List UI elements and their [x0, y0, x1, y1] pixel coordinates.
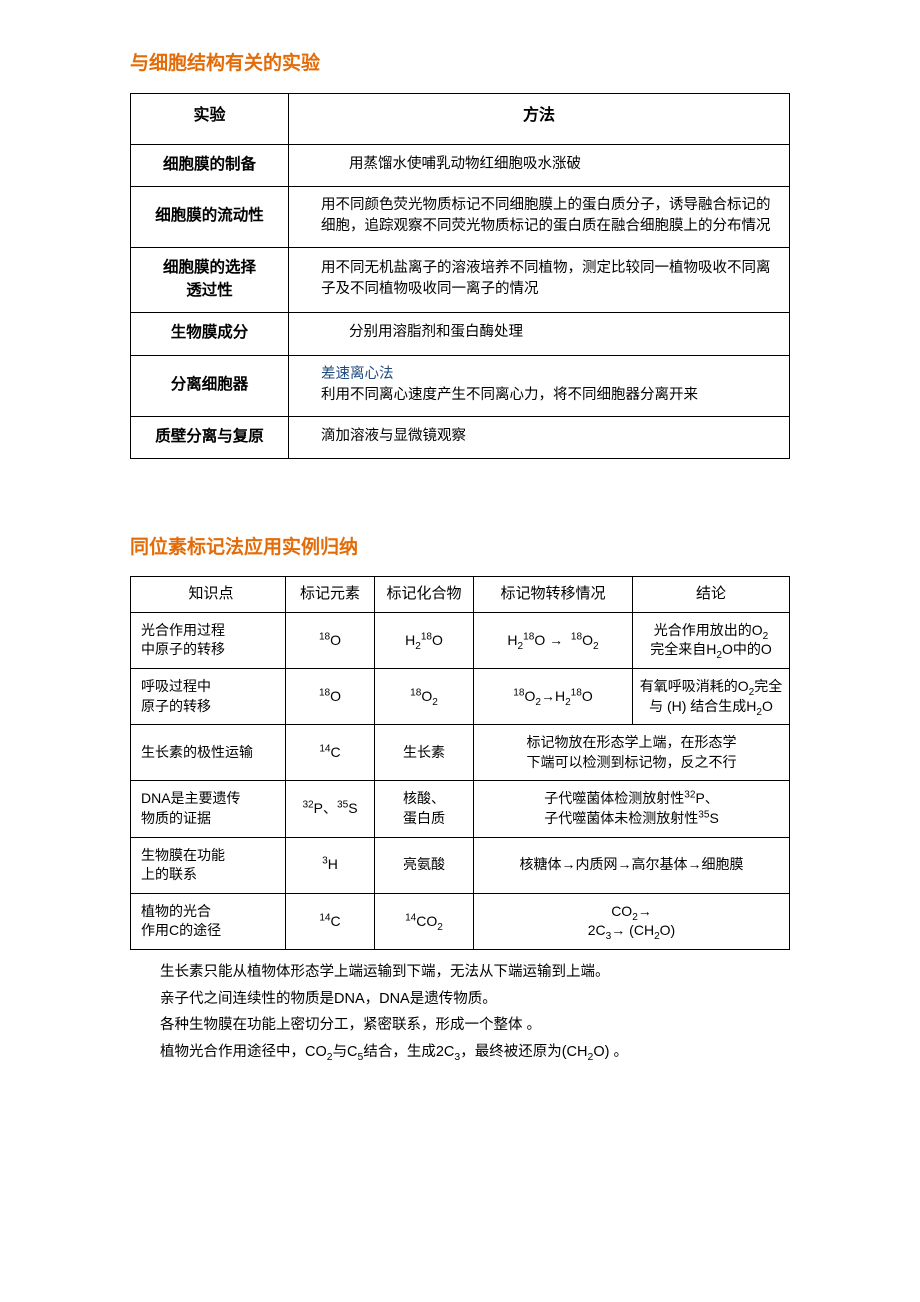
t2r6c2: 14C	[286, 893, 375, 949]
t2r5c1: 生物膜在功能上的联系	[131, 837, 286, 893]
t2r4c45: 子代噬菌体检测放射性32P、子代噬菌体未检测放射性35S	[474, 781, 790, 837]
t2r2c5: 有氧呼吸消耗的O2完全与 (H) 结合生成H2O	[633, 669, 790, 725]
exp-name-3: 细胞膜的选择透过性	[131, 247, 289, 313]
t2r1c2: 18O	[286, 612, 375, 668]
exp-method-5: 差速离心法 利用不同离心速度产生不同离心力，将不同细胞器分离开来	[289, 355, 790, 416]
table-row: 呼吸过程中原子的转移 18O 18O2 18O2→H218O 有氧呼吸消耗的O2…	[131, 669, 790, 725]
exp-method-5-body: 利用不同离心速度产生不同离心力，将不同细胞器分离开来	[321, 387, 698, 403]
t2r4c1: DNA是主要遗传物质的证据	[131, 781, 286, 837]
table-row: 光合作用过程中原子的转移 18O H218O H218O → 18O2 光合作用…	[131, 612, 790, 668]
exp-name-4: 生物膜成分	[131, 313, 289, 355]
t2r1c5: 光合作用放出的O2完全来自H2O中的O	[633, 612, 790, 668]
table-row: DNA是主要遗传物质的证据 32P、35S 核酸、蛋白质 子代噬菌体检测放射性3…	[131, 781, 790, 837]
t2r3c2: 14C	[286, 725, 375, 781]
exp-name-6: 质壁分离与复原	[131, 416, 289, 458]
section-title-2: 同位素标记法应用实例归纳	[130, 534, 790, 563]
table-row: 生长素的极性运输 14C 生长素 标记物放在形态学上端，在形态学下端可以检测到标…	[131, 725, 790, 781]
table-isotope-labeling: 知识点 标记元素 标记化合物 标记物转移情况 结论 光合作用过程中原子的转移 1…	[130, 576, 790, 950]
table-row: 细胞膜的流动性 用不同颜色荧光物质标记不同细胞膜上的蛋白质分子，诱导融合标记的细…	[131, 186, 790, 247]
table-row: 植物的光合作用C的途径 14C 14CO2 CO2→2C3→ (CH2O)	[131, 893, 790, 949]
table-header-row: 知识点 标记元素 标记化合物 标记物转移情况 结论	[131, 577, 790, 613]
t2r4c3: 核酸、蛋白质	[375, 781, 474, 837]
note-line-1: 生长素只能从植物体形态学上端运输到下端，无法从下端运输到上端。	[160, 960, 790, 985]
table-row: 生物膜成分 分别用溶脂剂和蛋白酶处理	[131, 313, 790, 355]
exp-name-1: 细胞膜的制备	[131, 144, 289, 186]
exp-name-5: 分离细胞器	[131, 355, 289, 416]
table-cell-experiments: 实验 方法 细胞膜的制备 用蒸馏水使哺乳动物红细胞吸水涨破 细胞膜的流动性 用不…	[130, 93, 790, 459]
t2r6c1: 植物的光合作用C的途径	[131, 893, 286, 949]
header-c4: 标记物转移情况	[474, 577, 633, 613]
header-c1: 知识点	[131, 577, 286, 613]
note-line-3: 各种生物膜在功能上密切分工，紧密联系，形成一个整体 。	[160, 1013, 790, 1038]
highlight-text: 差速离心法	[321, 366, 394, 382]
t2r3c1: 生长素的极性运输	[131, 725, 286, 781]
t2r4c2: 32P、35S	[286, 781, 375, 837]
t2r1c3: H218O	[375, 612, 474, 668]
note-line-2: 亲子代之间连续性的物质是DNA，DNA是遗传物质。	[160, 987, 790, 1012]
header-c2: 标记元素	[286, 577, 375, 613]
t2r5c45: 核糖体→内质网→高尔基体→细胞膜	[474, 837, 790, 893]
table-row: 生物膜在功能上的联系 3H 亮氨酸 核糖体→内质网→高尔基体→细胞膜	[131, 837, 790, 893]
table-row: 分离细胞器 差速离心法 利用不同离心速度产生不同离心力，将不同细胞器分离开来	[131, 355, 790, 416]
exp-method-6: 滴加溶液与显微镜观察	[289, 416, 790, 458]
t2r2c4: 18O2→H218O	[474, 669, 633, 725]
t2r6c45: CO2→2C3→ (CH2O)	[474, 893, 790, 949]
t2r3c45: 标记物放在形态学上端，在形态学下端可以检测到标记物，反之不行	[474, 725, 790, 781]
section-title-1: 与细胞结构有关的实验	[130, 50, 790, 79]
exp-name-2: 细胞膜的流动性	[131, 186, 289, 247]
exp-method-4: 分别用溶脂剂和蛋白酶处理	[289, 313, 790, 355]
header-c3: 标记化合物	[375, 577, 474, 613]
exp-method-2: 用不同颜色荧光物质标记不同细胞膜上的蛋白质分子，诱导融合标记的细胞，追踪观察不同…	[289, 186, 790, 247]
t2r6c3: 14CO2	[375, 893, 474, 949]
t2r2c2: 18O	[286, 669, 375, 725]
header-method: 方法	[289, 93, 790, 144]
t2r5c3: 亮氨酸	[375, 837, 474, 893]
t2r2c3: 18O2	[375, 669, 474, 725]
t2r5c2: 3H	[286, 837, 375, 893]
t2r2c1: 呼吸过程中原子的转移	[131, 669, 286, 725]
table-row: 细胞膜的选择透过性 用不同无机盐离子的溶液培养不同植物，测定比较同一植物吸收不同…	[131, 247, 790, 313]
table-row: 质壁分离与复原 滴加溶液与显微镜观察	[131, 416, 790, 458]
header-experiment: 实验	[131, 93, 289, 144]
note-line-4: 植物光合作用途径中，CO2与C5结合，生成2C3，最终被还原为(CH2O) 。	[160, 1040, 790, 1065]
t2r3c3: 生长素	[375, 725, 474, 781]
notes-block: 生长素只能从植物体形态学上端运输到下端，无法从下端运输到上端。 亲子代之间连续性…	[130, 960, 790, 1065]
exp-method-3: 用不同无机盐离子的溶液培养不同植物，测定比较同一植物吸收不同离子及不同植物吸收同…	[289, 247, 790, 313]
t2r1c4: H218O → 18O2	[474, 612, 633, 668]
table-row: 细胞膜的制备 用蒸馏水使哺乳动物红细胞吸水涨破	[131, 144, 790, 186]
header-c5: 结论	[633, 577, 790, 613]
table-header-row: 实验 方法	[131, 93, 790, 144]
t2r1c1: 光合作用过程中原子的转移	[131, 612, 286, 668]
exp-method-1: 用蒸馏水使哺乳动物红细胞吸水涨破	[289, 144, 790, 186]
